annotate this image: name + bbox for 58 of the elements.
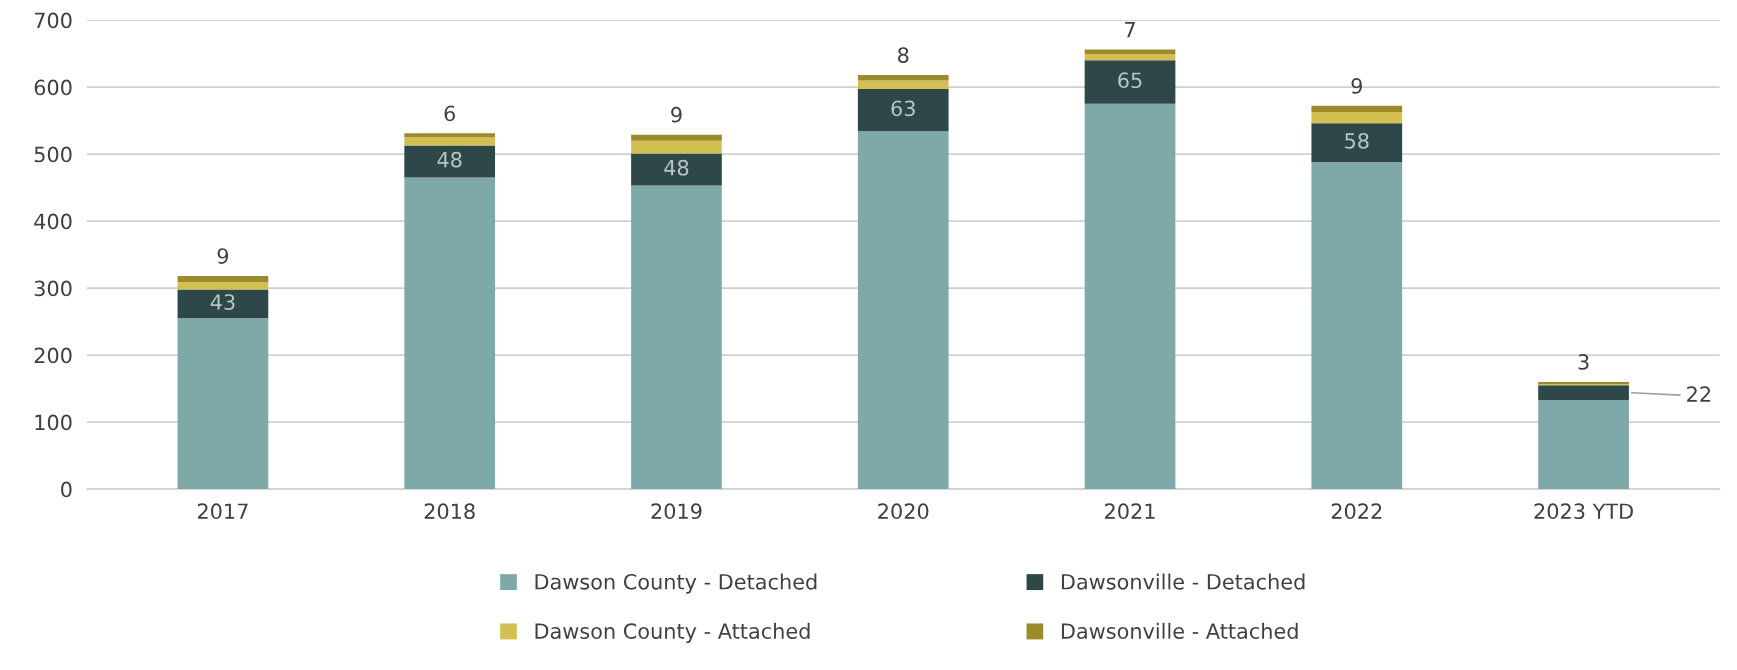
data-label: 9 — [217, 248, 229, 264]
legend-label: Dawson County - Attached — [535, 622, 810, 643]
bar — [1538, 385, 1629, 400]
bar — [1311, 111, 1403, 124]
x-tick-label: 2021 — [1105, 503, 1155, 520]
y-tick-label: 400 — [34, 213, 72, 230]
bar — [404, 137, 496, 146]
x-tick-label: 2018 — [424, 503, 475, 520]
bar — [1084, 103, 1176, 490]
data-label: 43 — [210, 294, 235, 310]
bar — [1311, 123, 1403, 163]
data-label: 22 — [1687, 386, 1711, 402]
bar — [177, 276, 269, 283]
bar — [1084, 54, 1176, 61]
x-tick-label: 2023 YTD — [1534, 503, 1633, 520]
y-tick-label: 0 — [61, 481, 72, 498]
y-tick-label: 500 — [34, 146, 72, 163]
x-tick-label: 2017 — [197, 503, 248, 520]
bar — [631, 185, 722, 490]
data-label: 8 — [898, 47, 909, 63]
bar — [857, 131, 949, 490]
bar — [404, 133, 496, 138]
y-tick-label: 100 — [35, 414, 72, 431]
data-label: 3 — [1578, 354, 1589, 370]
bar — [631, 140, 722, 154]
bar — [631, 153, 722, 186]
data-label: 63 — [891, 100, 915, 117]
x-tick-label: 2020 — [878, 503, 929, 520]
x-tick-label: 2019 — [651, 503, 702, 520]
data-label: 9 — [671, 106, 682, 123]
y-tick-label: 200 — [34, 347, 72, 364]
bar — [1311, 105, 1403, 112]
data-label: 9 — [1351, 78, 1362, 94]
bar — [1084, 60, 1176, 104]
bar — [857, 75, 949, 81]
data-label: 58 — [1345, 133, 1369, 149]
bar — [1538, 399, 1629, 490]
data-label: 6 — [444, 105, 456, 122]
y-tick-label: 600 — [34, 79, 72, 96]
legend-label: Dawsonville - Attached — [1061, 622, 1298, 639]
x-tick-label: 2022 — [1331, 503, 1382, 520]
bar — [631, 134, 722, 141]
bar — [857, 89, 949, 132]
legend-label: Dawson County - Detached — [535, 573, 817, 594]
y-tick-label: 700 — [34, 12, 72, 29]
bar — [404, 177, 496, 490]
bar — [177, 282, 269, 290]
data-label: 7 — [1125, 22, 1135, 38]
bar — [177, 289, 269, 319]
bar — [857, 80, 949, 90]
bar — [1311, 162, 1403, 490]
bar — [404, 145, 496, 178]
data-label: 48 — [437, 151, 462, 168]
legend-label: Dawsonville - Detached — [1061, 573, 1305, 590]
data-label: 65 — [1118, 72, 1142, 89]
y-tick-label: 300 — [34, 280, 72, 297]
bar — [177, 318, 269, 490]
data-label: 48 — [664, 159, 689, 176]
